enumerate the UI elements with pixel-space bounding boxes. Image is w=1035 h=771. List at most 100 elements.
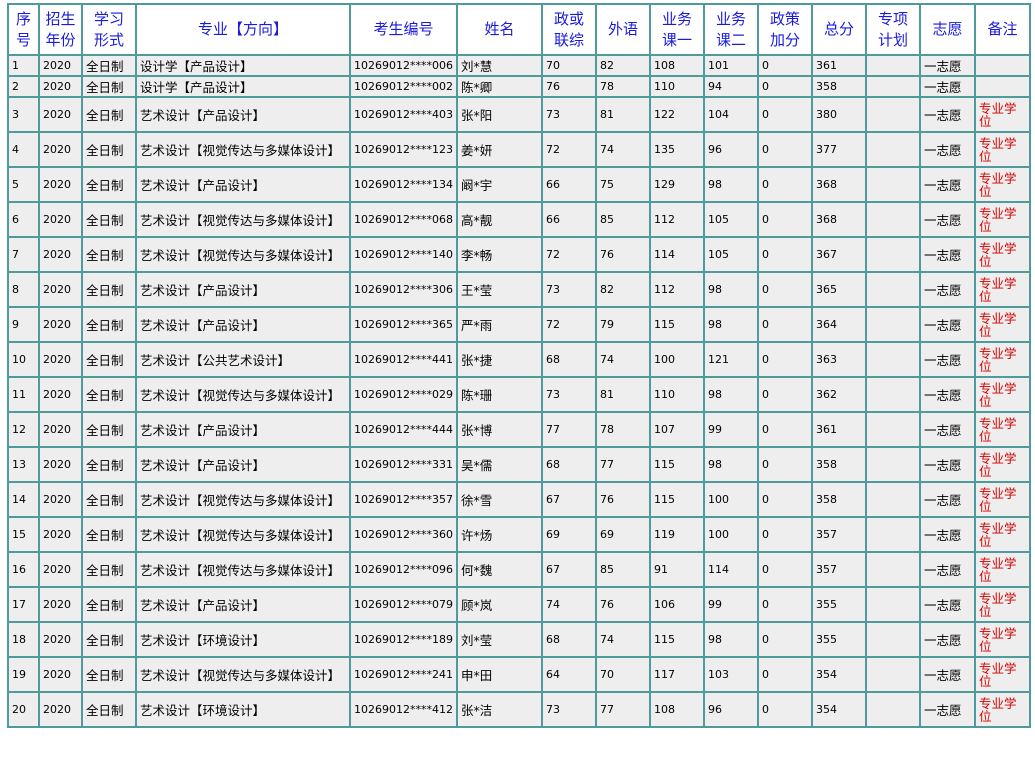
cell-foreign-language: 69 [595, 516, 651, 553]
cell-politics: 74 [541, 586, 597, 623]
cell-seq: 18 [7, 621, 40, 658]
cell-candidate-id: 10269012****002 [349, 75, 458, 98]
cell-special-plan [865, 75, 921, 98]
cell-foreign-language: 79 [595, 306, 651, 343]
cell-subject-one: 110 [649, 75, 705, 98]
cell-subject-two: 96 [703, 131, 759, 168]
cell-subject-two: 98 [703, 446, 759, 483]
cell-major: 设计学【产品设计】 [135, 75, 351, 98]
cell-note: 专业学位 [974, 411, 1031, 448]
cell-year: 2020 [38, 481, 83, 518]
cell-politics: 67 [541, 551, 597, 588]
cell-note: 专业学位 [974, 446, 1031, 483]
cell-year: 2020 [38, 131, 83, 168]
cell-candidate-id: 10269012****357 [349, 481, 458, 518]
cell-note [974, 75, 1031, 98]
header-text: 号 [15, 30, 31, 49]
cell-study-mode: 全日制 [81, 236, 137, 273]
cell-special-plan [865, 166, 921, 203]
cell-subject-two: 98 [703, 306, 759, 343]
cell-study-mode: 全日制 [81, 446, 137, 483]
cell-name: 吴*儒 [456, 446, 543, 483]
cell-name: 阚*宇 [456, 166, 543, 203]
cell-name: 何*魏 [456, 551, 543, 588]
cell-note: 专业学位 [974, 306, 1031, 343]
cell-name: 张*捷 [456, 341, 543, 378]
cell-year: 2020 [38, 376, 83, 413]
header-text: 业务课一 [661, 9, 692, 49]
cell-choice: 一志愿 [919, 481, 976, 518]
header-text: 专项计划 [877, 9, 908, 49]
cell-choice: 一志愿 [919, 306, 976, 343]
cell-foreign-language: 70 [595, 656, 651, 693]
cell-choice: 一志愿 [919, 411, 976, 448]
cell-study-mode: 全日制 [81, 306, 137, 343]
cell-foreign-language: 76 [595, 481, 651, 518]
cell-foreign-language: 74 [595, 621, 651, 658]
cell-subject-one: 112 [649, 271, 705, 308]
cell-candidate-id: 10269012****123 [349, 131, 458, 168]
column-header-subject-one: 业务课一 [649, 3, 705, 56]
cell-study-mode: 全日制 [81, 166, 137, 203]
cell-candidate-id: 10269012****441 [349, 341, 458, 378]
column-header-subject-two: 业务课二 [703, 3, 759, 56]
cell-note: 专业学位 [974, 131, 1031, 168]
cell-candidate-id: 10269012****444 [349, 411, 458, 448]
cell-total: 363 [811, 341, 867, 378]
table-row: 2 2020 全日制 设计学【产品设计】 10269012****002 陈*卿 76 78 1… [7, 75, 1031, 98]
header-text: 招生年份 [45, 9, 76, 49]
column-header-policy-bonus: 政策加分 [757, 3, 813, 56]
cell-subject-two: 94 [703, 75, 759, 98]
cell-subject-two: 98 [703, 271, 759, 308]
cell-total: 361 [811, 54, 867, 77]
cell-special-plan [865, 551, 921, 588]
header-text: 专业【方向】 [197, 20, 288, 38]
cell-foreign-language: 77 [595, 446, 651, 483]
cell-seq: 20 [7, 691, 40, 728]
table-row: 12 2020 全日制 艺术设计【产品设计】 10269012****444 张*博 77 7… [7, 411, 1031, 448]
cell-subject-one: 115 [649, 621, 705, 658]
cell-major: 艺术设计【产品设计】 [135, 586, 351, 623]
cell-major: 艺术设计【环境设计】 [135, 691, 351, 728]
table-row: 8 2020 全日制 艺术设计【产品设计】 10269012****306 王*莹 73 82… [7, 271, 1031, 308]
cell-choice: 一志愿 [919, 54, 976, 77]
cell-name: 高*靓 [456, 201, 543, 238]
cell-foreign-language: 74 [595, 131, 651, 168]
cell-note: 专业学位 [974, 621, 1031, 658]
cell-candidate-id: 10269012****079 [349, 586, 458, 623]
cell-policy-bonus: 0 [757, 691, 813, 728]
cell-major: 艺术设计【视觉传达与多媒体设计】 [135, 201, 351, 238]
cell-politics: 70 [541, 54, 597, 77]
cell-subject-two: 99 [703, 411, 759, 448]
header-text: 外语 [607, 20, 638, 38]
cell-subject-one: 108 [649, 54, 705, 77]
table-row: 5 2020 全日制 艺术设计【产品设计】 10269012****134 阚*宇 66 75… [7, 166, 1031, 203]
cell-special-plan [865, 656, 921, 693]
cell-politics: 72 [541, 236, 597, 273]
cell-foreign-language: 85 [595, 201, 651, 238]
cell-policy-bonus: 0 [757, 586, 813, 623]
cell-candidate-id: 10269012****134 [349, 166, 458, 203]
cell-foreign-language: 82 [595, 54, 651, 77]
cell-candidate-id: 10269012****006 [349, 54, 458, 77]
cell-special-plan [865, 54, 921, 77]
cell-note: 专业学位 [974, 341, 1031, 378]
cell-choice: 一志愿 [919, 96, 976, 133]
cell-choice: 一志愿 [919, 586, 976, 623]
cell-note: 专业学位 [974, 166, 1031, 203]
cell-politics: 66 [541, 166, 597, 203]
cell-policy-bonus: 0 [757, 166, 813, 203]
cell-choice: 一志愿 [919, 75, 976, 98]
cell-major: 艺术设计【环境设计】 [135, 621, 351, 658]
cell-seq: 7 [7, 236, 40, 273]
cell-foreign-language: 75 [595, 166, 651, 203]
header-text: 总分 [823, 20, 854, 38]
cell-year: 2020 [38, 586, 83, 623]
cell-politics: 73 [541, 96, 597, 133]
table-row: 10 2020 全日制 艺术设计【公共艺术设计】 10269012****441 张*捷 6… [7, 341, 1031, 378]
cell-subject-one: 112 [649, 201, 705, 238]
cell-subject-one: 117 [649, 656, 705, 693]
cell-candidate-id: 10269012****140 [349, 236, 458, 273]
cell-politics: 76 [541, 75, 597, 98]
table-row: 9 2020 全日制 艺术设计【产品设计】 10269012****365 严*雨 72 79… [7, 306, 1031, 343]
